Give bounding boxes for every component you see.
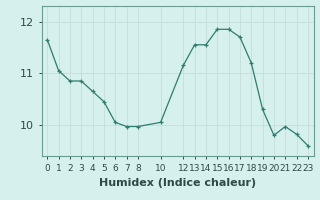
X-axis label: Humidex (Indice chaleur): Humidex (Indice chaleur): [99, 178, 256, 188]
